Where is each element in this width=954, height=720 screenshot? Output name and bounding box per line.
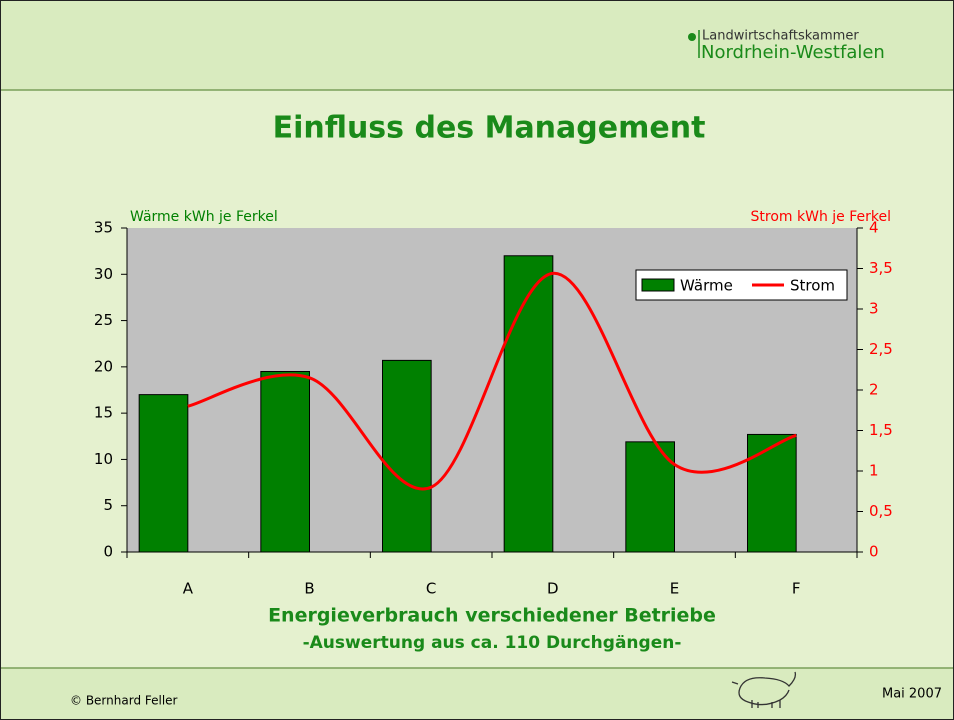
y2-tick-label: 1,5 xyxy=(869,421,893,439)
x-tick-label: B xyxy=(304,580,314,598)
x-tick-label: A xyxy=(183,580,194,598)
y2-tick-label: 4 xyxy=(869,219,879,237)
y-tick-label: 10 xyxy=(94,450,113,468)
y2-tick-label: 0,5 xyxy=(869,502,893,520)
bar xyxy=(138,394,189,553)
y-tick-label: 25 xyxy=(94,311,113,329)
bar xyxy=(382,359,432,553)
bar xyxy=(747,433,797,553)
bar xyxy=(625,441,675,553)
logo-line2: Nordrhein-Westfalen xyxy=(701,42,885,63)
y-tick-label: 30 xyxy=(94,265,113,283)
x-tick-label: C xyxy=(426,580,436,598)
pig-icon xyxy=(731,671,797,708)
logo-line1: Landwirtschaftskammer xyxy=(702,29,859,44)
y2-tick-label: 2,5 xyxy=(869,340,893,358)
bar xyxy=(503,255,554,553)
y-tick-label: 35 xyxy=(94,219,113,237)
y2-axis-label: Strom kWh je Ferkel xyxy=(751,209,891,225)
y2-tick-label: 3,5 xyxy=(869,259,893,277)
y-tick-label: 0 xyxy=(103,543,113,561)
chart-title: Einfluss des Management xyxy=(273,111,706,146)
x-tick-label: D xyxy=(547,580,559,598)
header-band xyxy=(0,0,954,90)
bar xyxy=(260,370,311,553)
y-tick-label: 5 xyxy=(103,496,113,514)
footer-date: Mai 2007 xyxy=(882,687,942,702)
y2-tick-label: 1 xyxy=(869,462,879,480)
y-tick-label: 20 xyxy=(94,357,113,375)
legend-label: Wärme xyxy=(680,277,733,295)
chart-subtitle: -Auswertung aus ca. 110 Durchgängen- xyxy=(303,633,682,653)
logo-dot xyxy=(688,33,696,41)
y-tick-label: 15 xyxy=(94,404,113,422)
legend-label: Strom xyxy=(790,277,835,295)
x-axis-label: Energieverbrauch verschiedener Betriebe xyxy=(268,605,716,627)
x-tick-label: E xyxy=(670,580,679,598)
y2-tick-label: 0 xyxy=(869,543,879,561)
line xyxy=(187,271,797,491)
legend-swatch xyxy=(641,278,675,292)
y-axis-label: Wärme kWh je Ferkel xyxy=(130,209,278,225)
footer-author: © Bernhard Feller xyxy=(70,694,178,708)
y2-tick-label: 3 xyxy=(869,300,879,318)
y2-tick-label: 2 xyxy=(869,381,879,399)
x-tick-label: F xyxy=(792,580,801,598)
